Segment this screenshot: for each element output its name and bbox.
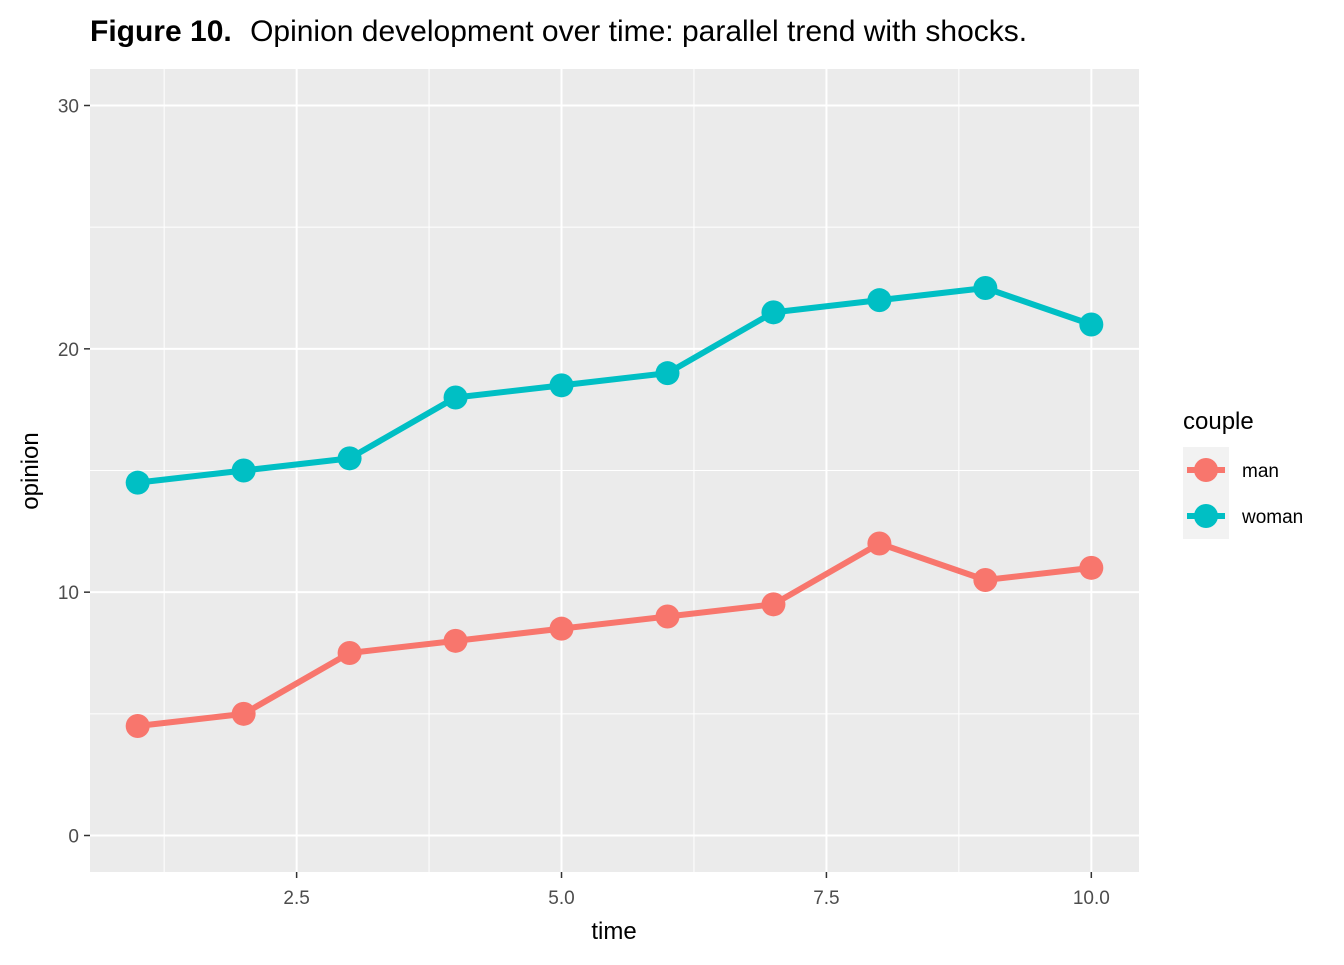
series-man bbox=[125, 531, 1104, 738]
series-line-man bbox=[137, 540, 1092, 729]
point-man-9 bbox=[1079, 555, 1104, 580]
point-man-4 bbox=[549, 616, 574, 641]
point-man-3 bbox=[443, 628, 468, 653]
y-tick-label-0: 0 bbox=[68, 827, 79, 848]
chart-title-text: Opinion development over time: parallel … bbox=[250, 15, 1027, 48]
point-woman-2 bbox=[337, 446, 362, 471]
x-axis-title: time bbox=[591, 918, 636, 945]
point-woman-3 bbox=[443, 385, 468, 410]
chart-title-prefix: Figure 10. bbox=[90, 15, 232, 48]
series-woman bbox=[125, 276, 1104, 495]
point-woman-9 bbox=[1079, 312, 1104, 337]
x-tick-label-2: 7.5 bbox=[813, 888, 839, 909]
y-tick-label-1: 10 bbox=[58, 583, 79, 604]
point-man-8 bbox=[973, 568, 998, 592]
point-woman-6 bbox=[761, 300, 786, 325]
point-man-6 bbox=[761, 592, 786, 617]
legend-key-point-man bbox=[1194, 458, 1218, 482]
point-woman-8 bbox=[973, 276, 998, 300]
x-axis: 2.5 5.0 7.5 10.0 bbox=[283, 872, 1110, 909]
point-woman-4 bbox=[549, 373, 574, 398]
legend-label-man: man bbox=[1242, 461, 1279, 482]
point-man-2 bbox=[337, 641, 362, 665]
legend-label-woman: woman bbox=[1241, 507, 1303, 528]
point-woman-5 bbox=[655, 361, 680, 386]
major-gridlines bbox=[90, 69, 1139, 872]
point-man-7 bbox=[867, 531, 892, 556]
legend-title: couple bbox=[1183, 408, 1254, 435]
x-tick-label-1: 5.0 bbox=[548, 888, 574, 909]
y-axis-title: opinion bbox=[17, 432, 44, 509]
legend-key-point-woman bbox=[1194, 504, 1218, 528]
x-tick-label-3: 10.0 bbox=[1073, 888, 1110, 909]
series-layer bbox=[125, 276, 1104, 738]
point-woman-0 bbox=[125, 470, 150, 495]
x-tick-label-0: 2.5 bbox=[283, 888, 309, 909]
point-woman-7 bbox=[867, 288, 892, 313]
minor-gridlines bbox=[90, 69, 1139, 872]
y-tick-label-2: 20 bbox=[58, 340, 79, 361]
chart-title: Figure 10. Opinion development over time… bbox=[90, 15, 1027, 48]
legend: couple man woman bbox=[1183, 408, 1303, 539]
y-tick-label-3: 30 bbox=[58, 97, 79, 118]
point-woman-1 bbox=[231, 458, 256, 483]
series-line-woman bbox=[137, 285, 1093, 486]
y-axis: 0 10 20 30 bbox=[58, 97, 90, 848]
point-man-0 bbox=[125, 714, 150, 738]
point-man-5 bbox=[655, 604, 680, 629]
point-man-1 bbox=[231, 701, 256, 726]
